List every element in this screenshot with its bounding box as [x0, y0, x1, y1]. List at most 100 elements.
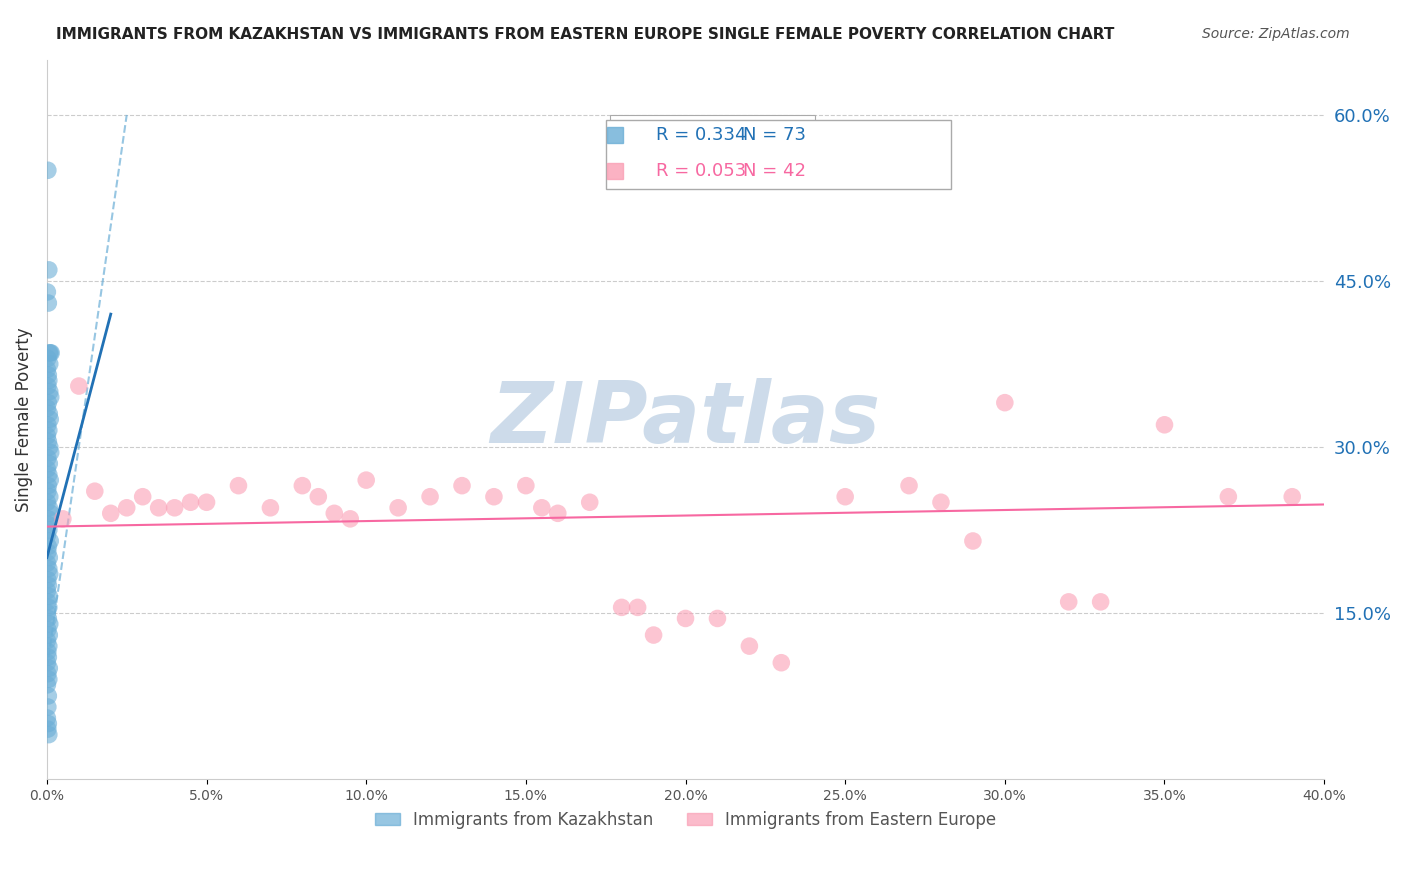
- Point: [515, 478, 537, 492]
- Point: [38, 346, 60, 360]
- Point: [547, 506, 569, 520]
- Point: [37, 650, 59, 665]
- Point: [37, 711, 59, 725]
- Point: [67, 379, 90, 393]
- Point: [37, 379, 59, 393]
- Y-axis label: Single Female Poverty: Single Female Poverty: [15, 327, 32, 512]
- Text: R = 0.053: R = 0.053: [657, 162, 747, 180]
- Point: [37, 578, 59, 592]
- Text: IMMIGRANTS FROM KAZAKHSTAN VS IMMIGRANTS FROM EASTERN EUROPE SINGLE FEMALE POVER: IMMIGRANTS FROM KAZAKHSTAN VS IMMIGRANTS…: [56, 27, 1115, 42]
- Point: [1090, 595, 1112, 609]
- Point: [37, 368, 59, 382]
- Text: Source: ZipAtlas.com: Source: ZipAtlas.com: [1202, 27, 1350, 41]
- Point: [38, 384, 60, 399]
- Point: [578, 495, 600, 509]
- Point: [994, 395, 1017, 409]
- Point: [37, 722, 59, 736]
- Point: [38, 357, 60, 371]
- Point: [37, 556, 59, 570]
- Point: [1057, 595, 1080, 609]
- Point: [37, 678, 59, 692]
- Point: [38, 523, 60, 537]
- Point: [38, 263, 60, 277]
- Point: [898, 478, 921, 492]
- Point: [37, 545, 59, 559]
- Point: [354, 473, 377, 487]
- Point: [37, 611, 59, 625]
- Point: [37, 450, 59, 465]
- Point: [37, 540, 59, 554]
- Text: N = 42: N = 42: [742, 162, 806, 180]
- Point: [627, 600, 650, 615]
- Point: [39, 346, 62, 360]
- Text: R = 0.053   N = 42: R = 0.053 N = 42: [621, 162, 804, 180]
- Point: [195, 495, 218, 509]
- Point: [37, 595, 59, 609]
- Point: [37, 512, 59, 526]
- Point: [39, 445, 62, 459]
- Point: [38, 673, 60, 687]
- Point: [962, 533, 984, 548]
- Point: [37, 429, 59, 443]
- Point: [38, 490, 60, 504]
- Legend: Immigrants from Kazakhstan, Immigrants from Eastern Europe: Immigrants from Kazakhstan, Immigrants f…: [368, 804, 1002, 835]
- Point: [100, 506, 122, 520]
- Point: [38, 628, 60, 642]
- Text: N = 73: N = 73: [742, 126, 806, 145]
- Point: [929, 495, 952, 509]
- Point: [37, 573, 59, 587]
- Point: [38, 562, 60, 576]
- Point: [530, 500, 553, 515]
- Point: [38, 423, 60, 437]
- Point: [180, 495, 202, 509]
- Point: [38, 728, 60, 742]
- Point: [38, 590, 60, 604]
- Point: [38, 639, 60, 653]
- Point: [37, 689, 59, 703]
- Point: [39, 506, 62, 520]
- Point: [37, 517, 59, 532]
- Point: [38, 407, 60, 421]
- Point: [38, 457, 60, 471]
- Point: [37, 395, 59, 409]
- Point: [738, 639, 761, 653]
- Point: [610, 600, 633, 615]
- Point: [419, 490, 441, 504]
- Point: [834, 490, 856, 504]
- Point: [148, 500, 170, 515]
- Point: [1218, 490, 1240, 504]
- Point: [37, 478, 59, 492]
- Point: [83, 484, 105, 499]
- Point: [387, 500, 409, 515]
- Point: [38, 661, 60, 675]
- Point: [1153, 417, 1175, 432]
- Point: [291, 478, 314, 492]
- Point: [451, 478, 474, 492]
- Point: [38, 440, 60, 454]
- Point: [37, 362, 59, 376]
- Point: [163, 500, 186, 515]
- Point: [770, 656, 793, 670]
- Point: [37, 434, 59, 449]
- Point: [37, 623, 59, 637]
- Point: [675, 611, 697, 625]
- Point: [1281, 490, 1303, 504]
- Point: [37, 716, 59, 731]
- Point: [228, 478, 250, 492]
- Point: [323, 506, 346, 520]
- Text: ZIPatlas: ZIPatlas: [491, 377, 880, 461]
- Point: [52, 512, 75, 526]
- Point: [37, 583, 59, 598]
- Point: [38, 567, 60, 582]
- Point: [39, 473, 62, 487]
- Point: [37, 484, 59, 499]
- Point: [259, 500, 281, 515]
- Point: [37, 417, 59, 432]
- Point: [38, 467, 60, 482]
- Point: [37, 351, 59, 366]
- Text: R = 0.334   N = 73: R = 0.334 N = 73: [621, 126, 804, 145]
- Point: [39, 533, 62, 548]
- Point: [37, 700, 59, 714]
- Point: [38, 617, 60, 632]
- Point: [37, 645, 59, 659]
